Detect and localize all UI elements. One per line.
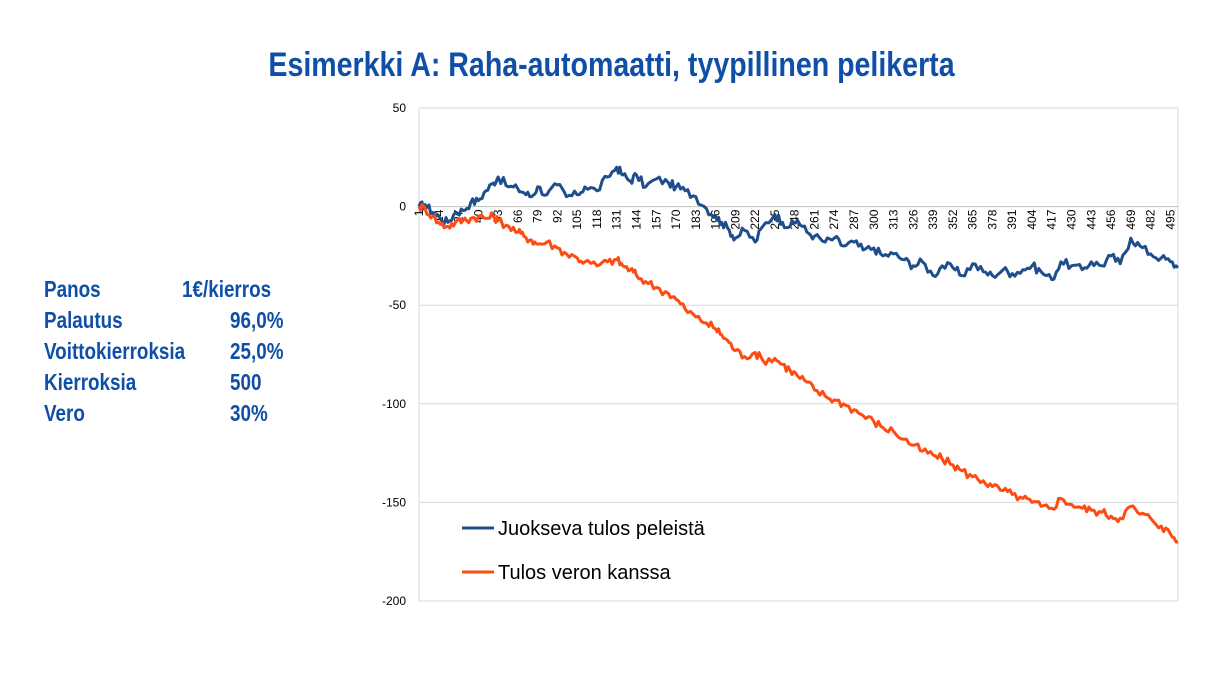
y-tick-label: 50 (393, 101, 407, 115)
param-label: Panos (44, 276, 101, 302)
x-tick-label: 222 (748, 209, 762, 229)
param-label: Vero (44, 400, 85, 426)
x-tick-label: 469 (1124, 209, 1138, 229)
series-line-1 (417, 165, 1180, 282)
legend-label: Juokseva tulos peleistä (498, 518, 706, 540)
legend-label: Tulos veron kanssa (498, 562, 672, 584)
x-tick-label: 365 (966, 209, 980, 229)
x-tick-label: 105 (570, 209, 584, 229)
y-tick-label: 0 (399, 200, 406, 214)
param-value: 30% (230, 400, 268, 426)
series-line-2 (417, 203, 1179, 544)
param-value: 96,0% (230, 307, 284, 333)
x-tick-label: 1 (412, 209, 426, 216)
param-value: 25,0% (230, 338, 284, 364)
x-tick-label: 417 (1045, 209, 1059, 229)
x-tick-label: 456 (1104, 209, 1118, 229)
x-tick-label: 274 (827, 209, 841, 229)
x-tick-label: 313 (887, 209, 901, 229)
x-tick-label: 92 (550, 209, 564, 223)
slide-title: Esimerkki A: Raha-automaatti, tyypilline… (268, 46, 955, 84)
x-tick-label: 352 (946, 209, 960, 229)
y-tick-label: -100 (382, 397, 406, 411)
x-tick-label: 443 (1084, 209, 1098, 229)
x-tick-label: 339 (926, 209, 940, 229)
x-tick-label: 66 (511, 209, 525, 223)
x-tick-label: 287 (847, 209, 861, 229)
x-tick-label: 430 (1065, 209, 1079, 229)
y-tick-label: -150 (382, 495, 406, 509)
y-tick-label: -50 (389, 298, 407, 312)
x-tick-label: 209 (728, 209, 742, 229)
param-label: Kierroksia (44, 369, 137, 395)
x-tick-label: 261 (807, 209, 821, 229)
x-tick-label: 495 (1163, 209, 1177, 229)
x-tick-label: 79 (531, 209, 545, 223)
x-tick-label: 131 (610, 209, 624, 229)
param-value: 1€/kierros (182, 276, 272, 302)
x-tick-label: 391 (1005, 209, 1019, 229)
x-tick-label: 157 (649, 209, 663, 229)
x-tick-label: 118 (590, 209, 604, 228)
y-tick-label: -200 (382, 594, 406, 608)
x-tick-label: 183 (689, 209, 703, 229)
param-label: Voittokierroksia (44, 338, 186, 364)
x-tick-label: 300 (867, 209, 881, 229)
x-tick-label: 482 (1144, 209, 1158, 229)
x-tick-label: 378 (985, 209, 999, 229)
param-value: 500 (230, 369, 262, 395)
x-tick-label: 144 (630, 209, 644, 229)
x-tick-label: 170 (669, 209, 683, 229)
x-tick-label: 326 (906, 209, 920, 229)
param-label: Palautus (44, 307, 123, 333)
x-tick-label: 404 (1025, 209, 1039, 229)
